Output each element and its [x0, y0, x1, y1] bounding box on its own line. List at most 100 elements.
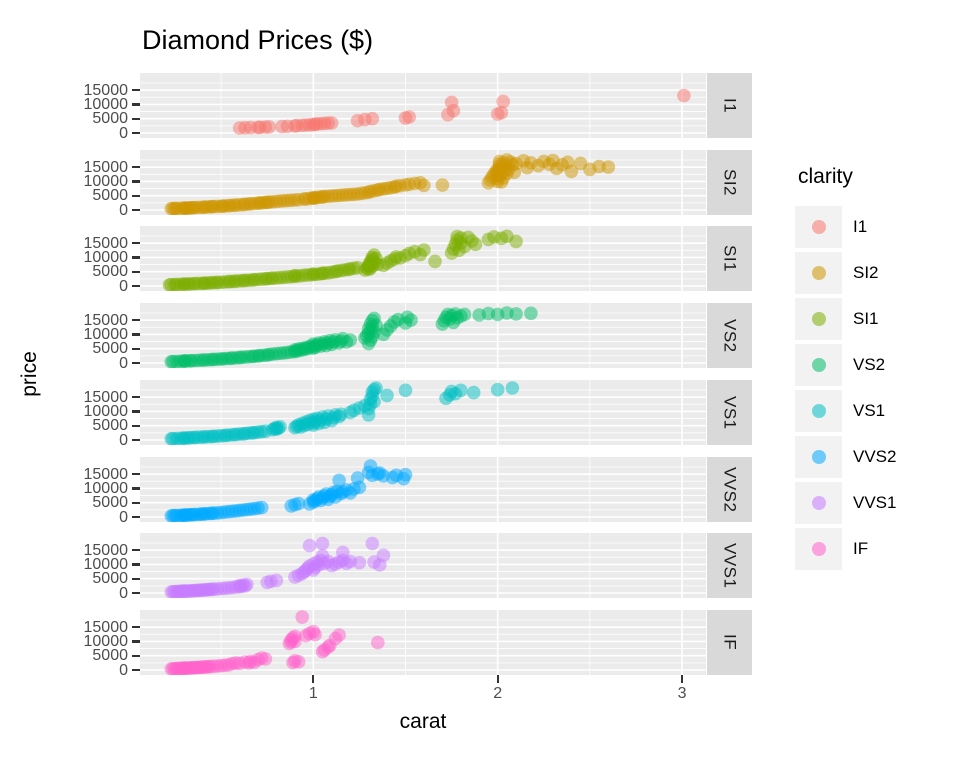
data-point — [468, 237, 483, 252]
y-tick-label: 5000 — [92, 263, 128, 281]
data-point — [404, 313, 418, 327]
y-tick-mark — [132, 515, 140, 519]
y-tick-label: 15000 — [83, 465, 129, 483]
y-tick-mark — [132, 410, 140, 413]
x-axis-title: carat — [399, 710, 447, 733]
facet-plot-vs1 — [140, 380, 706, 445]
data-point — [524, 306, 538, 321]
y-tick-mark — [132, 640, 140, 643]
data-point — [564, 164, 579, 179]
data-point — [466, 385, 481, 400]
y-tick-mark — [132, 668, 140, 672]
y-tick-label: 5000 — [92, 340, 128, 358]
legend-label: SI1 — [853, 309, 879, 328]
facet-strip-vvs1: VVS1 — [707, 533, 752, 598]
data-point — [365, 536, 380, 551]
data-point — [367, 394, 381, 409]
facet-strip-si2: SI2 — [707, 150, 752, 215]
facet-strip-label: SI2 — [720, 168, 740, 197]
y-tick-label: 0 — [119, 584, 128, 602]
facet-strip-label: VVS2 — [720, 466, 740, 513]
legend-dot-icon — [811, 496, 826, 510]
data-point — [262, 120, 276, 134]
facet-plot-vs2 — [140, 303, 706, 368]
y-tick-label: 5000 — [92, 494, 128, 512]
legend-key — [795, 206, 842, 248]
x-tick-label: 2 — [493, 685, 503, 702]
facet-panel-vvs2 — [140, 457, 706, 522]
y-tick-mark — [132, 424, 140, 427]
legend-label: VVS1 — [853, 493, 897, 512]
scatter-points-i1 — [232, 88, 691, 135]
facet-panel-si2 — [140, 150, 706, 215]
legend-entry-if: IF — [795, 528, 896, 570]
facet-strip-vvs2: VVS2 — [707, 457, 752, 522]
data-point — [417, 243, 431, 257]
data-point — [435, 178, 450, 192]
y-tick-mark — [132, 284, 140, 288]
x-tick-label: 1 — [308, 685, 318, 702]
data-point — [454, 383, 468, 398]
y-tick-mark — [132, 347, 140, 350]
legend-label: I1 — [853, 217, 868, 236]
y-tick-mark — [132, 473, 140, 476]
scatter-points-si1 — [162, 229, 523, 291]
scatter-points-si2 — [164, 153, 616, 215]
data-point — [398, 383, 413, 398]
legend-dot-icon — [811, 542, 826, 556]
facet-strip-label: SI1 — [720, 244, 740, 273]
data-point — [490, 382, 505, 397]
y-tick-label: 5000 — [92, 187, 128, 205]
legend-entry-i1: I1 — [795, 206, 896, 248]
y-tick-mark — [132, 166, 140, 169]
y-tick-mark — [132, 487, 140, 490]
scatter-points-vvs1 — [164, 536, 391, 598]
y-tick-label: 5000 — [92, 647, 128, 665]
data-point — [291, 654, 306, 669]
facet-plot-vvs2 — [140, 457, 706, 522]
y-tick-mark — [132, 438, 140, 442]
y-tick-mark — [132, 89, 140, 92]
data-point — [291, 496, 306, 511]
data-point — [428, 254, 442, 269]
data-point — [417, 178, 431, 193]
y-tick-label: 15000 — [83, 618, 129, 636]
legend-label: IF — [853, 539, 869, 558]
data-point — [336, 545, 350, 560]
data-point — [240, 577, 254, 592]
legend-dot-icon — [811, 358, 826, 372]
y-tick-label: 5000 — [92, 570, 128, 588]
facet-plot-si2 — [140, 150, 706, 215]
legend-label: VVS2 — [853, 447, 897, 466]
data-point — [332, 628, 346, 642]
y-tick-label: 10000 — [83, 325, 129, 343]
facet-panel-vs2 — [140, 303, 706, 368]
y-tick-mark — [132, 563, 140, 566]
facet-strip-vs1: VS1 — [707, 380, 752, 445]
plot-title: Diamond Prices ($) — [142, 25, 374, 55]
facet-strip-label: IF — [720, 634, 740, 651]
y-tick-mark — [132, 270, 140, 273]
legend-entries: I1 SI2 SI1 VS2 VS1 VVS2 VVS1 IF — [795, 206, 896, 570]
facet-panel-vs1 — [140, 380, 706, 445]
y-tick-mark — [132, 549, 140, 552]
x-tick-mark — [496, 675, 499, 683]
legend-key — [795, 482, 842, 524]
y-tick-label: 0 — [119, 124, 128, 142]
y-tick-label: 10000 — [83, 95, 129, 113]
facet-strip-label: I1 — [720, 97, 740, 114]
data-point — [398, 467, 413, 482]
data-point — [352, 480, 367, 495]
y-tick-label: 15000 — [83, 158, 129, 176]
legend-key — [795, 528, 842, 570]
data-point — [369, 381, 383, 395]
facet-strip-si1: SI1 — [707, 226, 752, 291]
y-tick-label: 0 — [119, 661, 128, 679]
data-point — [315, 549, 330, 563]
facet-panel-vvs1 — [140, 533, 706, 598]
y-tick-label: 10000 — [83, 479, 129, 497]
data-point — [352, 555, 367, 570]
data-point — [457, 307, 472, 322]
y-tick-mark — [132, 242, 140, 245]
